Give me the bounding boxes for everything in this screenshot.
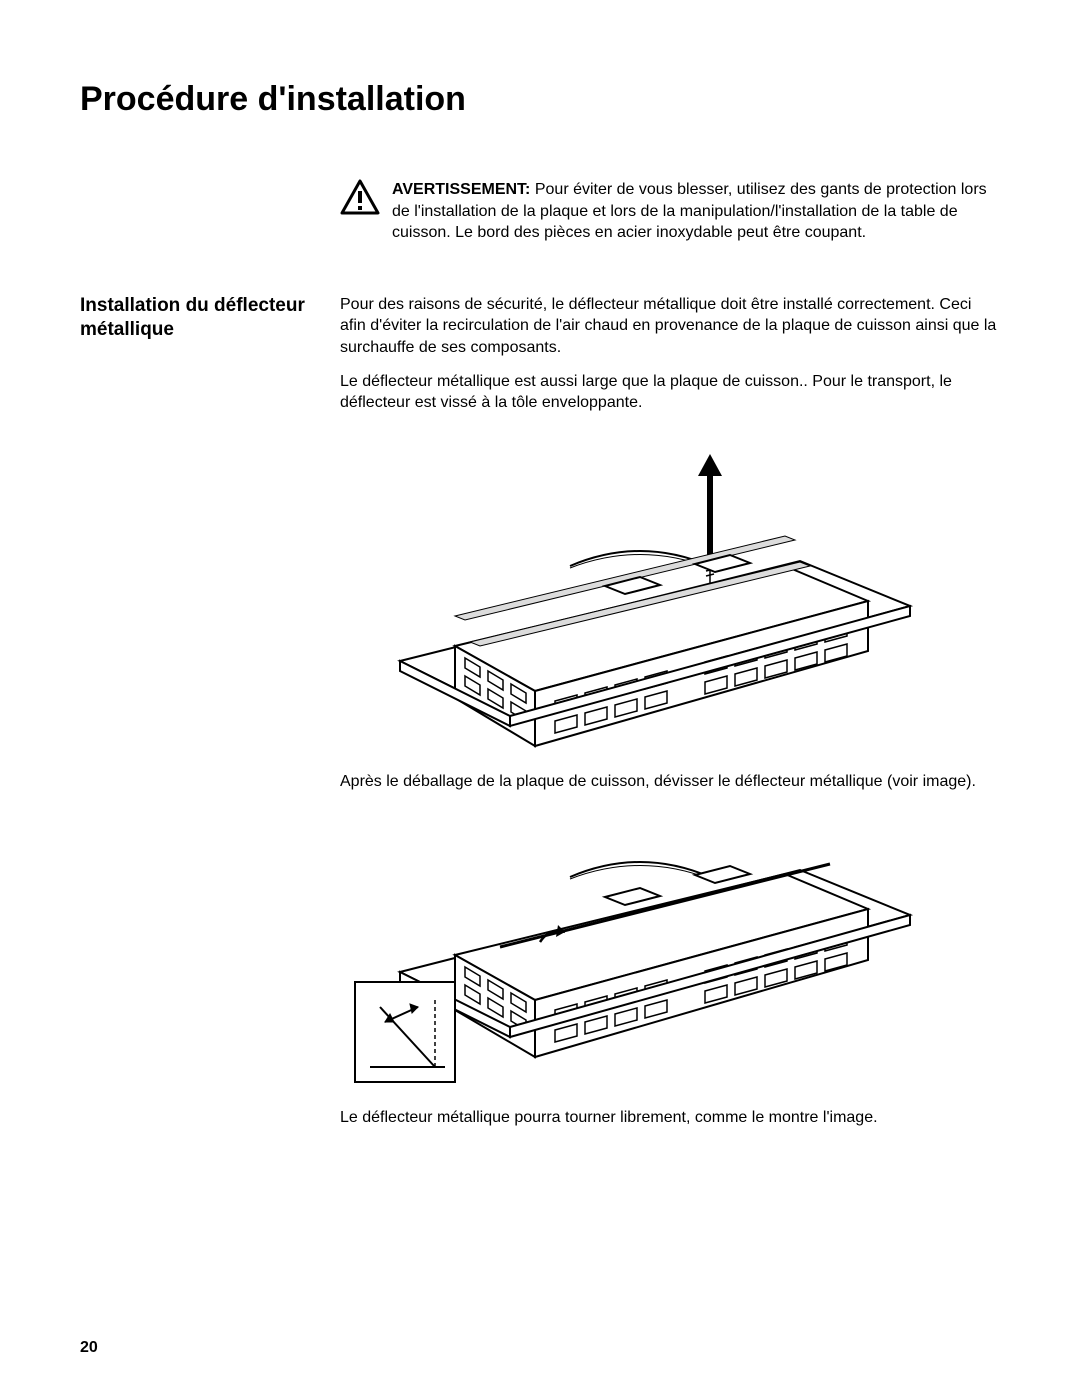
section-heading: Installation du déflecteur métallique	[80, 294, 310, 342]
figure-1	[340, 446, 1000, 756]
page: Procédure d'installation AVERTISSEMENT: …	[0, 0, 1080, 1397]
figure-2	[340, 812, 1000, 1092]
section-paragraph-1: Pour des raisons de sécurité, le déflect…	[340, 294, 1000, 359]
warning-icon	[340, 179, 380, 215]
section: Installation du déflecteur métallique Po…	[80, 294, 1000, 426]
warning-block: AVERTISSEMENT: Pour éviter de vous bless…	[340, 179, 1000, 244]
warning-text: AVERTISSEMENT: Pour éviter de vous bless…	[392, 179, 1000, 244]
page-title: Procédure d'installation	[80, 80, 1000, 119]
section-paragraph-2: Le déflecteur métallique est aussi large…	[340, 371, 1000, 414]
section-body: Pour des raisons de sécurité, le déflect…	[340, 294, 1000, 426]
caption-2: Le déflecteur métallique pourra tourner …	[340, 1107, 1000, 1129]
page-number: 20	[80, 1339, 98, 1357]
caption-1: Après le déballage de la plaque de cuiss…	[340, 771, 1000, 793]
warning-label: AVERTISSEMENT:	[392, 181, 530, 198]
